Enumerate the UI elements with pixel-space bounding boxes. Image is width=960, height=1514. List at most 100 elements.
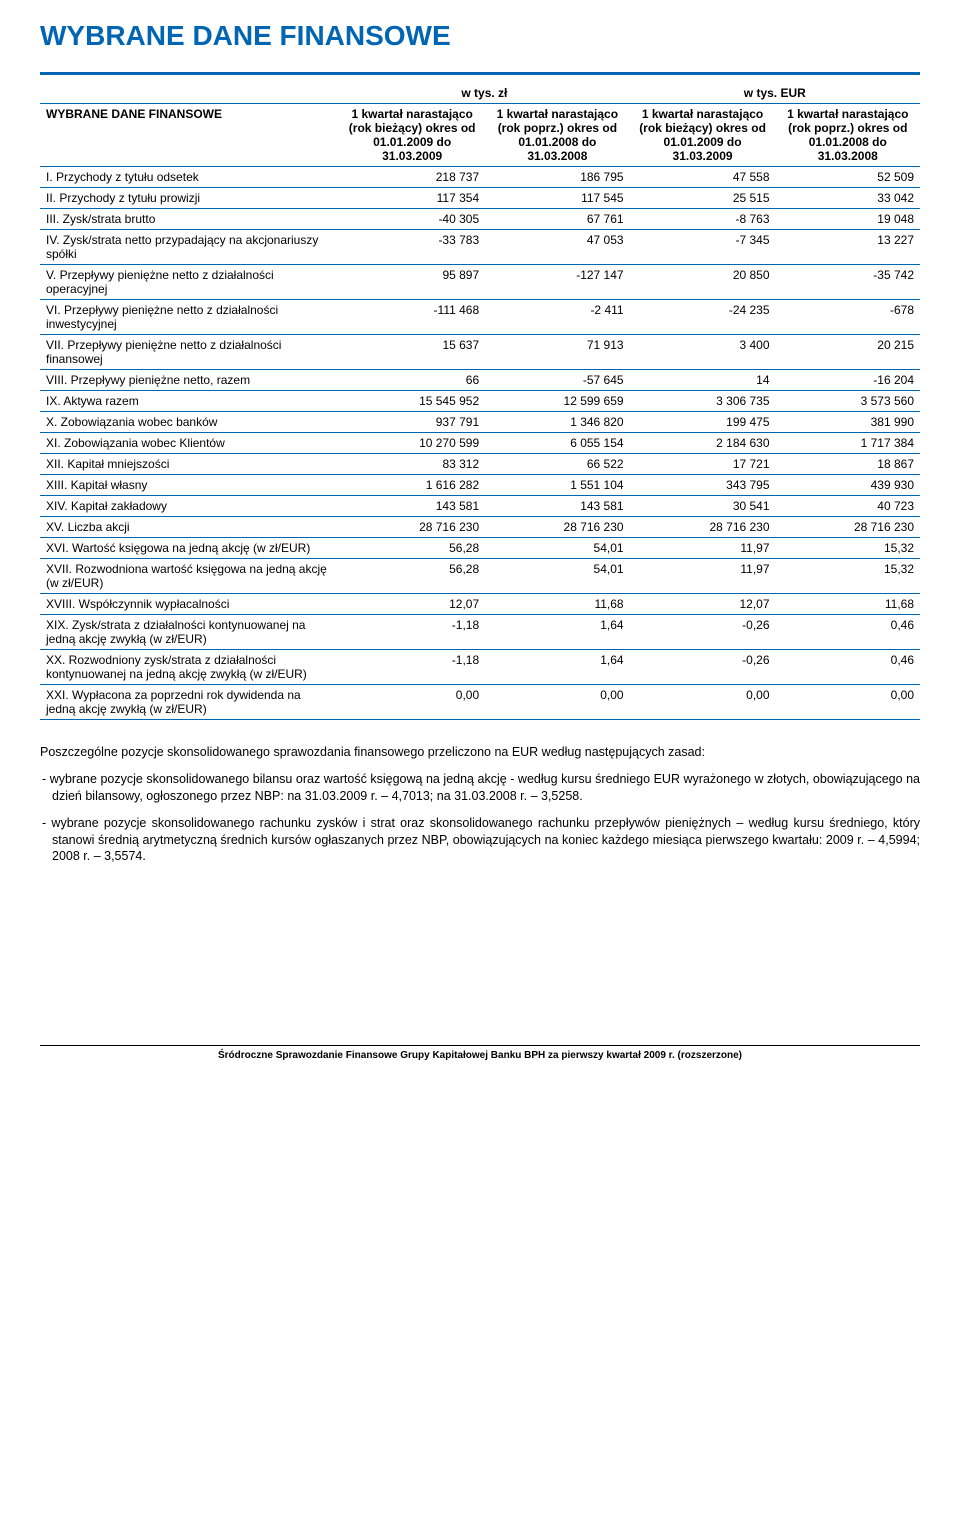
cell-value: 95 897 (339, 265, 485, 300)
notes-p3: - wybrane pozycje skonsolidowanego rachu… (40, 815, 920, 866)
row-label: X. Zobowiązania wobec banków (40, 412, 339, 433)
col-header-2: 1 kwartał narastająco (rok poprz.) okres… (485, 104, 629, 167)
row-label: XVIII. Współczynnik wypłacalności (40, 594, 339, 615)
row-label: XI. Zobowiązania wobec Klientów (40, 433, 339, 454)
cell-value: 28 716 230 (776, 517, 920, 538)
table-row: XXI. Wypłacona za poprzedni rok dywidend… (40, 685, 920, 720)
cell-value: 12,07 (630, 594, 776, 615)
col-header-1: 1 kwartał narastająco (rok bieżący) okre… (339, 104, 485, 167)
cell-value: 11,68 (776, 594, 920, 615)
table-row: XVI. Wartość księgowa na jedną akcję (w … (40, 538, 920, 559)
table-row: VII. Przepływy pieniężne netto z działal… (40, 335, 920, 370)
cell-value: 2 184 630 (630, 433, 776, 454)
cell-value: 143 581 (339, 496, 485, 517)
cell-value: 0,46 (776, 615, 920, 650)
row-label: VII. Przepływy pieniężne netto z działal… (40, 335, 339, 370)
cell-value: 17 721 (630, 454, 776, 475)
cell-value: -57 645 (485, 370, 629, 391)
row-label: XXI. Wypłacona za poprzedni rok dywidend… (40, 685, 339, 720)
table-row: XIII. Kapitał własny1 616 2821 551 10434… (40, 475, 920, 496)
cell-value: 439 930 (776, 475, 920, 496)
cell-value: -127 147 (485, 265, 629, 300)
currency-eur: w tys. EUR (630, 83, 920, 104)
column-header-row: WYBRANE DANE FINANSOWE 1 kwartał narasta… (40, 104, 920, 167)
row-label: I. Przychody z tytułu odsetek (40, 167, 339, 188)
cell-value: 3 573 560 (776, 391, 920, 412)
cell-value: 0,00 (630, 685, 776, 720)
cell-value: 3 400 (630, 335, 776, 370)
cell-value: 117 545 (485, 188, 629, 209)
cell-value: 1 616 282 (339, 475, 485, 496)
cell-value: 15,32 (776, 559, 920, 594)
cell-value: 0,00 (776, 685, 920, 720)
table-row: XII. Kapitał mniejszości83 31266 52217 7… (40, 454, 920, 475)
row-label: VIII. Przepływy pieniężne netto, razem (40, 370, 339, 391)
cell-value: -111 468 (339, 300, 485, 335)
cell-value: -678 (776, 300, 920, 335)
cell-value: 54,01 (485, 538, 629, 559)
cell-value: 52 509 (776, 167, 920, 188)
cell-value: 56,28 (339, 559, 485, 594)
cell-value: 6 055 154 (485, 433, 629, 454)
row-label: II. Przychody z tytułu prowizji (40, 188, 339, 209)
cell-value: 1 717 384 (776, 433, 920, 454)
cell-value: 1 346 820 (485, 412, 629, 433)
cell-value: 28 716 230 (630, 517, 776, 538)
table-row: XVIII. Współczynnik wypłacalności12,0711… (40, 594, 920, 615)
cell-value: -1,18 (339, 615, 485, 650)
cell-value: 117 354 (339, 188, 485, 209)
cell-value: 71 913 (485, 335, 629, 370)
cell-value: 0,00 (339, 685, 485, 720)
cell-value: -33 783 (339, 230, 485, 265)
row-label: XIII. Kapitał własny (40, 475, 339, 496)
table-row: VIII. Przepływy pieniężne netto, razem66… (40, 370, 920, 391)
cell-value: 67 761 (485, 209, 629, 230)
notes-section: Poszczególne pozycje skonsolidowanego sp… (40, 744, 920, 865)
cell-value: 47 053 (485, 230, 629, 265)
cell-value: 56,28 (339, 538, 485, 559)
cell-value: -35 742 (776, 265, 920, 300)
table-row: IX. Aktywa razem15 545 95212 599 6593 30… (40, 391, 920, 412)
cell-value: 1 551 104 (485, 475, 629, 496)
cell-value: -16 204 (776, 370, 920, 391)
row-label: XV. Liczba akcji (40, 517, 339, 538)
cell-value: 20 850 (630, 265, 776, 300)
cell-value: 12,07 (339, 594, 485, 615)
cell-value: 30 541 (630, 496, 776, 517)
cell-value: 28 716 230 (339, 517, 485, 538)
cell-value: 218 737 (339, 167, 485, 188)
row-header-blank (40, 83, 339, 104)
page-footer: Śródroczne Sprawozdanie Finansowe Grupy … (40, 1045, 920, 1061)
notes-p2: - wybrane pozycje skonsolidowanego bilan… (40, 771, 920, 805)
row-label: XII. Kapitał mniejszości (40, 454, 339, 475)
row-label: IV. Zysk/strata netto przypadający na ak… (40, 230, 339, 265)
table-row: XI. Zobowiązania wobec Klientów10 270 59… (40, 433, 920, 454)
cell-value: 11,68 (485, 594, 629, 615)
row-label: XIX. Zysk/strata z działalności kontynuo… (40, 615, 339, 650)
cell-value: 343 795 (630, 475, 776, 496)
currency-header-row: w tys. zł w tys. EUR (40, 83, 920, 104)
cell-value: 13 227 (776, 230, 920, 265)
cell-value: 28 716 230 (485, 517, 629, 538)
cell-value: -7 345 (630, 230, 776, 265)
cell-value: 14 (630, 370, 776, 391)
cell-value: 15 637 (339, 335, 485, 370)
cell-value: 15 545 952 (339, 391, 485, 412)
page-title: WYBRANE DANE FINANSOWE (40, 20, 920, 52)
title-rule (40, 72, 920, 75)
col-header-3: 1 kwartał narastająco (rok bieżący) okre… (630, 104, 776, 167)
cell-value: -0,26 (630, 650, 776, 685)
cell-value: 66 (339, 370, 485, 391)
cell-value: 19 048 (776, 209, 920, 230)
cell-value: -2 411 (485, 300, 629, 335)
table-row: V. Przepływy pieniężne netto z działalno… (40, 265, 920, 300)
cell-value: 199 475 (630, 412, 776, 433)
cell-value: 11,97 (630, 538, 776, 559)
cell-value: 66 522 (485, 454, 629, 475)
row-label: V. Przepływy pieniężne netto z działalno… (40, 265, 339, 300)
table-body: I. Przychody z tytułu odsetek218 737186 … (40, 167, 920, 720)
table-row: X. Zobowiązania wobec banków937 7911 346… (40, 412, 920, 433)
row-label: XIV. Kapitał zakładowy (40, 496, 339, 517)
cell-value: 1,64 (485, 615, 629, 650)
cell-value: 33 042 (776, 188, 920, 209)
